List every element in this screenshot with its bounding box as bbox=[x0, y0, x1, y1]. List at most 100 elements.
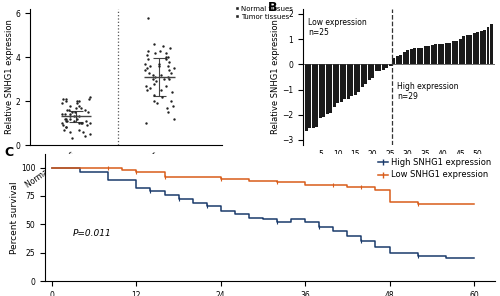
High SNHG1 expression bbox=[386, 251, 392, 255]
High SNHG1 expression bbox=[49, 166, 55, 169]
High SNHG1 expression bbox=[344, 234, 350, 237]
Bar bbox=[427, 46, 430, 64]
High SNHG1 expression bbox=[218, 209, 224, 213]
Bar bbox=[410, 49, 412, 64]
Bar bbox=[322, 64, 326, 117]
Bar bbox=[385, 64, 388, 68]
Bar bbox=[434, 44, 437, 64]
Low SNHG1 expression bbox=[49, 166, 55, 169]
Bar bbox=[455, 41, 458, 64]
Bar bbox=[438, 44, 440, 64]
Point bbox=[86, 132, 94, 136]
Point bbox=[150, 81, 158, 86]
Point bbox=[162, 83, 170, 88]
Low SNHG1 expression bbox=[471, 202, 477, 206]
Bar bbox=[392, 58, 395, 64]
Bar bbox=[430, 45, 434, 64]
Low SNHG1 expression bbox=[344, 185, 350, 189]
Low SNHG1 expression bbox=[443, 202, 449, 206]
Point bbox=[146, 86, 154, 90]
Point bbox=[168, 90, 176, 95]
Bar bbox=[305, 64, 308, 131]
High SNHG1 expression bbox=[316, 225, 322, 229]
Point bbox=[62, 118, 70, 123]
Point bbox=[60, 116, 68, 121]
Line: Low SNHG1 expression: Low SNHG1 expression bbox=[52, 168, 474, 204]
Low SNHG1 expression bbox=[120, 168, 126, 172]
Point bbox=[159, 44, 167, 49]
Bar bbox=[444, 43, 448, 64]
Bar bbox=[413, 48, 416, 64]
Point bbox=[62, 116, 70, 121]
Bar bbox=[448, 43, 451, 64]
Bar bbox=[441, 44, 444, 64]
Low SNHG1 expression bbox=[246, 179, 252, 183]
Bar bbox=[350, 64, 353, 96]
Point bbox=[170, 116, 177, 121]
Point bbox=[164, 64, 172, 68]
Bar bbox=[330, 64, 332, 113]
Point bbox=[150, 99, 158, 104]
High SNHG1 expression bbox=[77, 170, 83, 174]
Point bbox=[66, 116, 74, 121]
Point bbox=[66, 129, 74, 134]
Point bbox=[80, 107, 88, 112]
Bar bbox=[469, 35, 472, 64]
Low SNHG1 expression bbox=[148, 170, 154, 174]
Low SNHG1 expression bbox=[77, 166, 83, 169]
Bar bbox=[371, 64, 374, 78]
High SNHG1 expression bbox=[162, 193, 168, 197]
High SNHG1 expression bbox=[414, 255, 420, 258]
High SNHG1 expression bbox=[302, 220, 308, 224]
Low SNHG1 expression bbox=[106, 166, 112, 169]
Bar bbox=[486, 27, 490, 64]
Point bbox=[64, 118, 72, 123]
Point bbox=[162, 55, 170, 59]
Point bbox=[158, 94, 166, 99]
Bar bbox=[382, 64, 384, 70]
Point bbox=[70, 118, 78, 123]
Point bbox=[81, 134, 89, 139]
Bar bbox=[406, 50, 409, 64]
Bar bbox=[326, 64, 329, 114]
Point bbox=[62, 99, 70, 104]
Text: Low expression
n=25: Low expression n=25 bbox=[308, 18, 367, 37]
Bar bbox=[402, 52, 406, 64]
Legend: High SNHG1 expression, Low SNHG1 expression: High SNHG1 expression, Low SNHG1 express… bbox=[378, 158, 491, 179]
Bar bbox=[420, 48, 423, 64]
Point bbox=[157, 73, 165, 77]
Bar bbox=[333, 64, 336, 107]
Point bbox=[72, 114, 80, 119]
Point bbox=[68, 110, 76, 115]
Point bbox=[144, 15, 152, 20]
Point bbox=[58, 112, 66, 117]
Point bbox=[66, 114, 74, 119]
Low SNHG1 expression bbox=[218, 177, 224, 181]
Bar bbox=[388, 64, 392, 66]
Bar bbox=[312, 64, 315, 128]
High SNHG1 expression bbox=[471, 257, 477, 260]
Low SNHG1 expression bbox=[330, 183, 336, 186]
Bar bbox=[462, 36, 465, 64]
Point bbox=[152, 79, 160, 84]
High SNHG1 expression bbox=[288, 217, 294, 221]
Bar bbox=[424, 46, 426, 64]
Low SNHG1 expression bbox=[302, 183, 308, 186]
High SNHG1 expression bbox=[246, 216, 252, 219]
Bar bbox=[316, 64, 318, 127]
Point bbox=[166, 77, 173, 81]
Point bbox=[66, 103, 74, 108]
Point bbox=[58, 121, 66, 126]
Legend: Normal tissues, Tumor tissues: Normal tissues, Tumor tissues bbox=[235, 6, 294, 20]
Point bbox=[70, 114, 78, 119]
Low SNHG1 expression bbox=[386, 200, 392, 203]
Point bbox=[72, 116, 80, 121]
Bar bbox=[344, 64, 346, 99]
Bar bbox=[396, 56, 398, 64]
Point bbox=[141, 68, 149, 73]
Point bbox=[144, 48, 152, 53]
Point bbox=[78, 121, 86, 126]
Point bbox=[142, 83, 150, 88]
Bar bbox=[361, 64, 364, 86]
Point bbox=[164, 68, 172, 73]
